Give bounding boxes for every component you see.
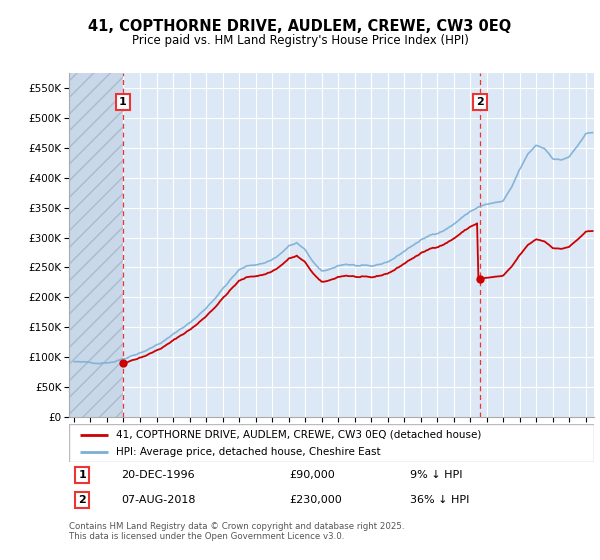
Text: 36% ↓ HPI: 36% ↓ HPI bbox=[410, 495, 470, 505]
Text: 2: 2 bbox=[78, 495, 86, 505]
FancyBboxPatch shape bbox=[69, 424, 594, 462]
Text: 07-AUG-2018: 07-AUG-2018 bbox=[121, 495, 196, 505]
Text: £230,000: £230,000 bbox=[290, 495, 342, 505]
Text: HPI: Average price, detached house, Cheshire East: HPI: Average price, detached house, Ches… bbox=[116, 447, 381, 457]
Text: 1: 1 bbox=[78, 470, 86, 480]
Text: 1: 1 bbox=[119, 97, 127, 107]
Text: 9% ↓ HPI: 9% ↓ HPI bbox=[410, 470, 463, 480]
Text: Contains HM Land Registry data © Crown copyright and database right 2025.
This d: Contains HM Land Registry data © Crown c… bbox=[69, 522, 404, 542]
Text: 41, COPTHORNE DRIVE, AUDLEM, CREWE, CW3 0EQ: 41, COPTHORNE DRIVE, AUDLEM, CREWE, CW3 … bbox=[88, 19, 512, 34]
Text: Price paid vs. HM Land Registry's House Price Index (HPI): Price paid vs. HM Land Registry's House … bbox=[131, 34, 469, 48]
Text: £90,000: £90,000 bbox=[290, 470, 335, 480]
Text: 2: 2 bbox=[476, 97, 484, 107]
Text: 20-DEC-1996: 20-DEC-1996 bbox=[121, 470, 195, 480]
Text: 41, COPTHORNE DRIVE, AUDLEM, CREWE, CW3 0EQ (detached house): 41, COPTHORNE DRIVE, AUDLEM, CREWE, CW3 … bbox=[116, 430, 482, 440]
